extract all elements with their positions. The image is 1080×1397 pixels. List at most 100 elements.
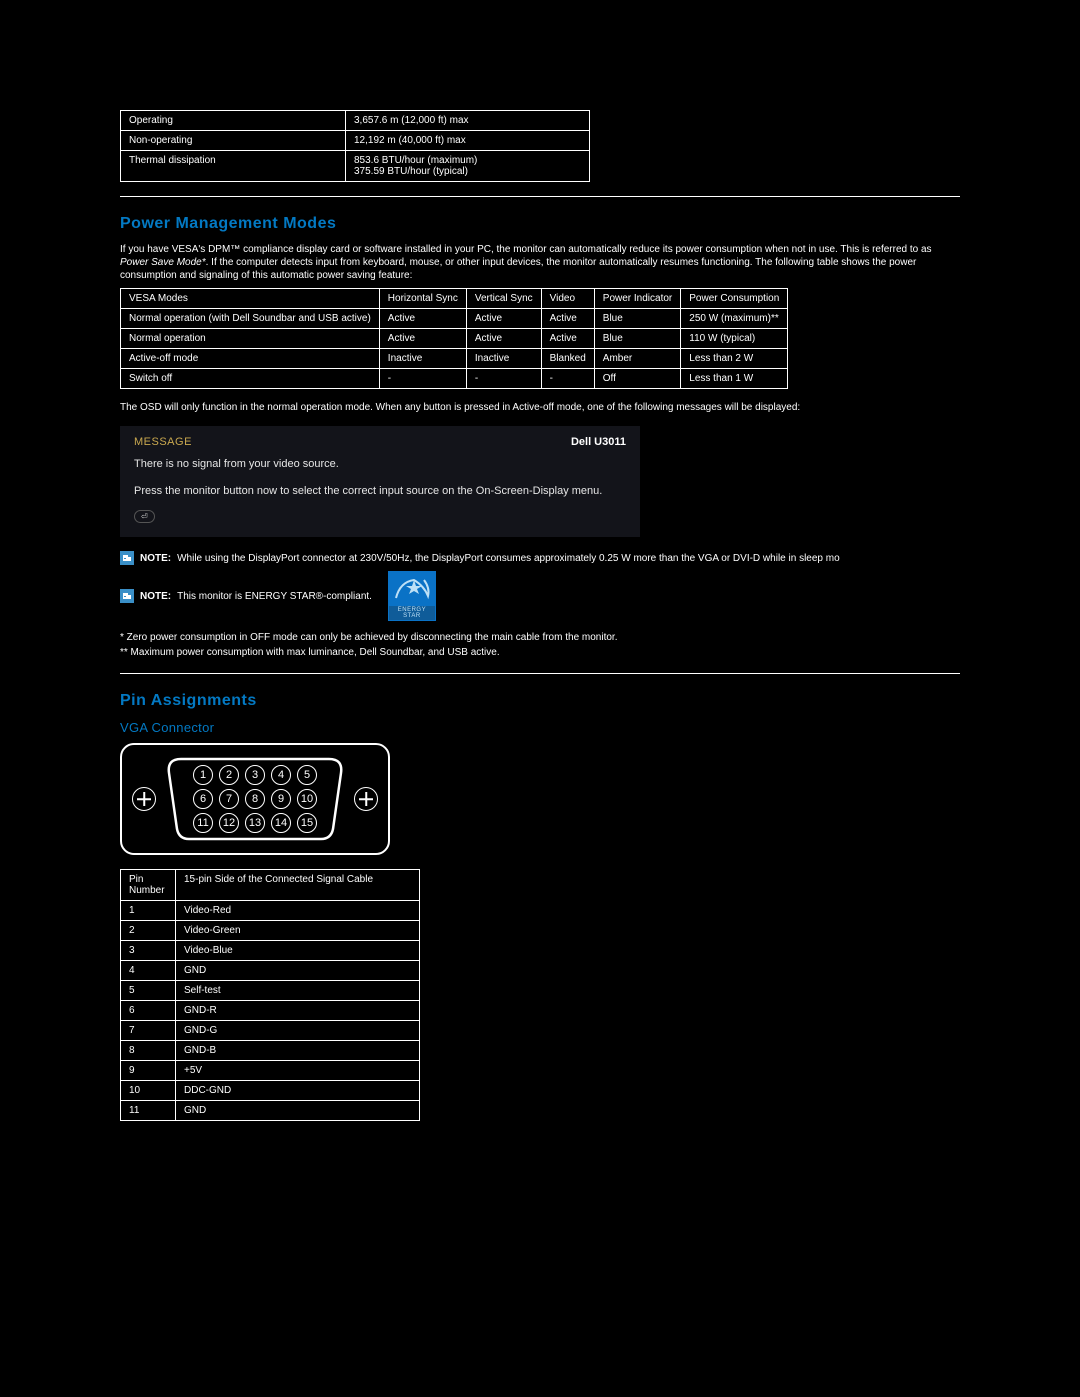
- intro-part3: . If the computer detects input from key…: [120, 257, 916, 281]
- table-row: 9+5V: [121, 1061, 420, 1081]
- energy-star-top: [389, 572, 435, 606]
- table-row: 8GND-B: [121, 1041, 420, 1061]
- energy-star-row: NOTE: This monitor is ENERGY STAR®-compl…: [120, 571, 960, 621]
- table-cell: GND-B: [176, 1041, 420, 1061]
- vga-connector-heading: VGA Connector: [120, 720, 960, 735]
- vga-pin: 13: [245, 813, 265, 833]
- table-cell: 250 W (maximum)**: [681, 309, 788, 329]
- table-row: 1Video-Red: [121, 901, 420, 921]
- table-cell: 2: [121, 921, 176, 941]
- table-header-cell: Pin Number: [121, 870, 176, 901]
- table-cell: 7: [121, 1021, 176, 1041]
- table-header-cell: Vertical Sync: [466, 289, 541, 309]
- osd-model-label: Dell U3011: [571, 436, 626, 448]
- table-cell: Active: [379, 329, 466, 349]
- table-row: 7GND-G: [121, 1021, 420, 1041]
- osd-line1: There is no signal from your video sourc…: [134, 456, 626, 473]
- vga-pin: 12: [219, 813, 239, 833]
- osd-message-box: MESSAGE Dell U3011 There is no signal fr…: [120, 426, 640, 537]
- table-cell: Video-Green: [176, 921, 420, 941]
- table-cell: Amber: [594, 349, 680, 369]
- table-cell: Active-off mode: [121, 349, 380, 369]
- table-cell: -: [466, 369, 541, 389]
- vga-pin: 9: [271, 789, 291, 809]
- table-cell: Blue: [594, 329, 680, 349]
- vga-pin: 7: [219, 789, 239, 809]
- vga-pin: 10: [297, 789, 317, 809]
- pin-assignments-heading: Pin Assignments: [120, 692, 960, 710]
- table-cell: Video-Blue: [176, 941, 420, 961]
- vga-pin: 11: [193, 813, 213, 833]
- table-cell: DDC-GND: [176, 1081, 420, 1101]
- vga-pin-row: 1112131415: [171, 813, 339, 833]
- table-cell: Less than 1 W: [681, 369, 788, 389]
- table-cell: Video-Red: [176, 901, 420, 921]
- vesa-modes-table: VESA ModesHorizontal SyncVertical SyncVi…: [120, 288, 788, 389]
- table-row: 3Video-Blue: [121, 941, 420, 961]
- vga-pin: 3: [245, 765, 265, 785]
- divider: [120, 196, 960, 197]
- table-cell: Normal operation: [121, 329, 380, 349]
- vga-pin: 5: [297, 765, 317, 785]
- vga-pin: 6: [193, 789, 213, 809]
- table-cell: -: [541, 369, 594, 389]
- vga-screw-left-icon: [132, 787, 156, 811]
- table-cell: Non-operating: [121, 131, 346, 151]
- table-cell: Less than 2 W: [681, 349, 788, 369]
- table-cell: +5V: [176, 1061, 420, 1081]
- table-header-cell: Power Consumption: [681, 289, 788, 309]
- vga-screw-right-icon: [354, 787, 378, 811]
- table-cell: Self-test: [176, 981, 420, 1001]
- document-page: Operating3,657.6 m (12,000 ft) maxNon-op…: [0, 0, 1080, 1121]
- table-cell: 110 W (typical): [681, 329, 788, 349]
- table-header-row: Pin Number15-pin Side of the Connected S…: [121, 870, 420, 901]
- power-management-heading: Power Management Modes: [120, 215, 960, 233]
- table-cell: Active: [466, 329, 541, 349]
- vga-pin: 2: [219, 765, 239, 785]
- table-cell: Operating: [121, 111, 346, 131]
- note-icon: [120, 551, 134, 565]
- note-label: NOTE:: [140, 591, 171, 602]
- footnote-2: ** Maximum power consumption with max lu…: [120, 646, 960, 659]
- table-cell: Active: [466, 309, 541, 329]
- table-cell: 3: [121, 941, 176, 961]
- vga-pin: 1: [193, 765, 213, 785]
- table-header-cell: 15-pin Side of the Connected Signal Cabl…: [176, 870, 420, 901]
- table-row: 11GND: [121, 1101, 420, 1121]
- table-cell: 5: [121, 981, 176, 1001]
- table-cell: Inactive: [379, 349, 466, 369]
- table-row: Switch off---OffLess than 1 W: [121, 369, 788, 389]
- intro-emphasis: Power Save Mode*: [120, 257, 206, 268]
- vga-connector-diagram: 123456789101112131415: [120, 743, 390, 855]
- osd-line2: Press the monitor button now to select t…: [134, 483, 626, 500]
- table-row: Active-off modeInactiveInactiveBlankedAm…: [121, 349, 788, 369]
- table-row: 10DDC-GND: [121, 1081, 420, 1101]
- table-row: 4GND: [121, 961, 420, 981]
- table-cell: GND-R: [176, 1001, 420, 1021]
- table-header-cell: VESA Modes: [121, 289, 380, 309]
- table-row: Non-operating12,192 m (40,000 ft) max: [121, 131, 590, 151]
- table-cell: 8: [121, 1041, 176, 1061]
- table-cell: GND-G: [176, 1021, 420, 1041]
- note-text-1: While using the DisplayPort connector at…: [177, 553, 840, 564]
- table-row: Operating3,657.6 m (12,000 ft) max: [121, 111, 590, 131]
- table-cell: Thermal dissipation: [121, 151, 346, 182]
- vga-pin: 15: [297, 813, 317, 833]
- vga-pin-table: Pin Number15-pin Side of the Connected S…: [120, 869, 420, 1121]
- table-cell: Blanked: [541, 349, 594, 369]
- osd-note-text: The OSD will only function in the normal…: [120, 401, 960, 414]
- environmental-table: Operating3,657.6 m (12,000 ft) maxNon-op…: [120, 110, 590, 182]
- table-cell: 12,192 m (40,000 ft) max: [346, 131, 590, 151]
- table-cell: Blue: [594, 309, 680, 329]
- intro-part1: If you have VESA's DPM™ compliance displ…: [120, 244, 932, 255]
- vga-pin: 4: [271, 765, 291, 785]
- table-header-cell: Power Indicator: [594, 289, 680, 309]
- table-cell: Active: [379, 309, 466, 329]
- table-cell: Inactive: [466, 349, 541, 369]
- table-row: Normal operationActiveActiveActiveBlue11…: [121, 329, 788, 349]
- table-cell: 853.6 BTU/hour (maximum) 375.59 BTU/hour…: [346, 151, 590, 182]
- note-displayport: NOTE: While using the DisplayPort connec…: [120, 551, 960, 565]
- table-cell: 9: [121, 1061, 176, 1081]
- vga-pin-row: 678910: [171, 789, 339, 809]
- table-row: 6GND-R: [121, 1001, 420, 1021]
